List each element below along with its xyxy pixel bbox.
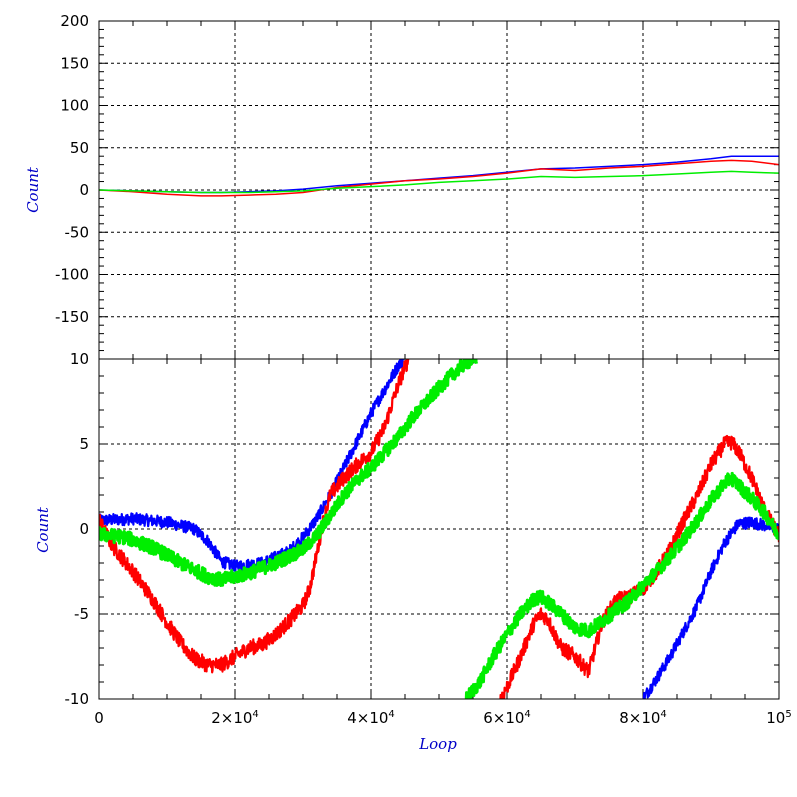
series-group (99, 359, 779, 699)
series-line (99, 170, 779, 194)
y-tick-label: -10 (65, 690, 90, 708)
top-y-axis-title: Count (24, 166, 42, 213)
x-tick-label: 105 (766, 709, 791, 727)
y-tick-label: 0 (79, 181, 89, 199)
top-panel: 200 150 100 50 0 -50 -100 -150 (55, 12, 780, 360)
x-tick-label: 2×104 (211, 709, 259, 727)
series-line (499, 434, 779, 699)
y-tick-label: 150 (60, 54, 89, 72)
x-tick-label: 6×104 (483, 709, 531, 727)
x-tick-label: 4×104 (347, 709, 395, 727)
series-line (99, 359, 405, 573)
series-line (99, 359, 410, 674)
series-line (99, 159, 779, 197)
series-line (464, 471, 779, 699)
x-axis-title: Loop (418, 735, 457, 753)
x-axis: 0 2×104 4×104 6×104 8×104 105 (94, 709, 792, 727)
y-tick-label: -150 (55, 308, 89, 326)
bottom-panel: 10 5 0 -5 -10 (65, 350, 780, 708)
y-tick-label: 5 (79, 435, 89, 453)
series-group (99, 155, 779, 197)
series-line (642, 516, 779, 699)
x-tick-label: 0 (94, 709, 104, 727)
y-tick-label: 100 (60, 97, 89, 115)
y-tick-label: 0 (79, 520, 89, 538)
plot-frame (98, 358, 780, 700)
bottom-y-axis-title: Count (34, 506, 52, 553)
y-tick-label: -100 (55, 266, 89, 284)
y-tick-label: -5 (74, 605, 89, 623)
y-tick-label: 50 (70, 139, 89, 157)
y-tick-label: 200 (60, 12, 89, 30)
y-tick-label: -50 (65, 223, 90, 241)
y-tick-label: 10 (70, 350, 89, 368)
x-tick-label: 8×104 (619, 709, 667, 727)
series-line (99, 359, 478, 588)
